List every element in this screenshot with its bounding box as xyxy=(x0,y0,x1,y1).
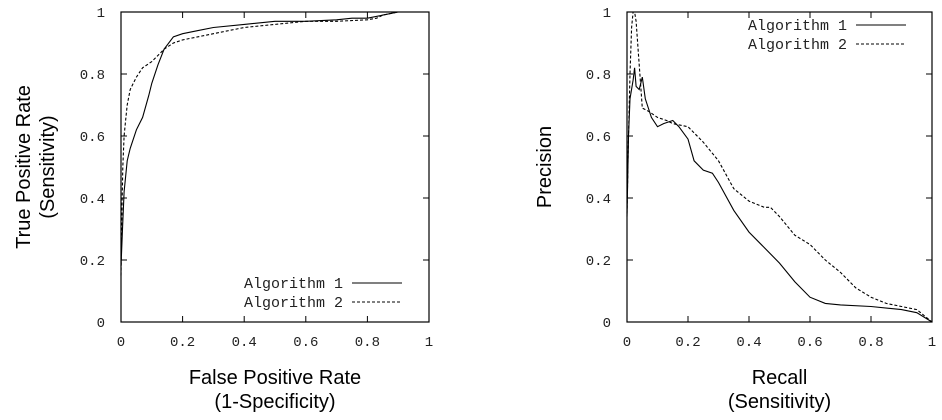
x-tick-label: 0.4 xyxy=(232,335,257,351)
x-tick-label: 0.8 xyxy=(355,335,380,351)
x-tick-label: 0.8 xyxy=(858,335,883,351)
y-tick-label: 0.6 xyxy=(80,130,105,146)
y-axis-label: Precision xyxy=(534,126,556,208)
y-tick-label: 1 xyxy=(603,6,611,22)
roc-chart: 0 0.2 0.4 0.6 0.8 1 0 0.2 0.4 0.6 0.8 1 Algorithm 1 A… xyxy=(13,6,433,413)
y-axis-label: True Positive Rate xyxy=(13,85,35,249)
x-axis-label: (Sensitivity) xyxy=(728,391,831,413)
y-axis-label: (Sensitivity) xyxy=(37,115,59,218)
x-tick-label: 0.6 xyxy=(797,335,822,351)
x-tick-label: 1 xyxy=(928,335,936,351)
x-tick-label: 0.4 xyxy=(736,335,761,351)
x-tick-label: 0 xyxy=(623,335,631,351)
y-tick-label: 0 xyxy=(97,316,105,332)
y-tick-label: 0.8 xyxy=(586,68,611,84)
x-tick-label: 1 xyxy=(425,335,433,351)
x-tick-label: 0 xyxy=(117,335,125,351)
x-tick-label: 0.2 xyxy=(170,335,195,351)
legend-label-2: Algorithm 2 xyxy=(748,37,847,54)
legend-label-1: Algorithm 1 xyxy=(244,276,343,293)
y-tick-label: 0 xyxy=(603,316,611,332)
y-tick-label: 1 xyxy=(97,6,105,22)
y-tick-label: 0.4 xyxy=(586,192,611,208)
series-line-2 xyxy=(120,11,429,276)
plot-frame xyxy=(120,11,430,323)
series-line-1 xyxy=(120,11,429,267)
y-tick-label: 0.2 xyxy=(586,254,611,270)
y-tick-label: 0.6 xyxy=(586,130,611,146)
precision-recall-chart: 0 0.2 0.4 0.6 0.8 1 0 0.2 0.4 0.6 0.8 1 Algorithm 1 A… xyxy=(534,6,936,413)
x-axis-label: (1-Specificity) xyxy=(214,391,335,413)
x-axis-label: False Positive Rate xyxy=(189,367,361,389)
series-line-1 xyxy=(626,67,933,323)
y-tick-label: 0.4 xyxy=(80,192,105,208)
plot-frame xyxy=(626,11,933,323)
series-line-2 xyxy=(626,11,933,323)
legend-label-2: Algorithm 2 xyxy=(244,295,343,312)
x-tick-label: 0.2 xyxy=(675,335,700,351)
y-tick-label: 0.8 xyxy=(80,68,105,84)
y-tick-label: 0.2 xyxy=(80,254,105,270)
x-axis-label: Recall xyxy=(752,367,808,389)
x-tick-label: 0.6 xyxy=(293,335,318,351)
legend-label-1: Algorithm 1 xyxy=(748,18,847,35)
